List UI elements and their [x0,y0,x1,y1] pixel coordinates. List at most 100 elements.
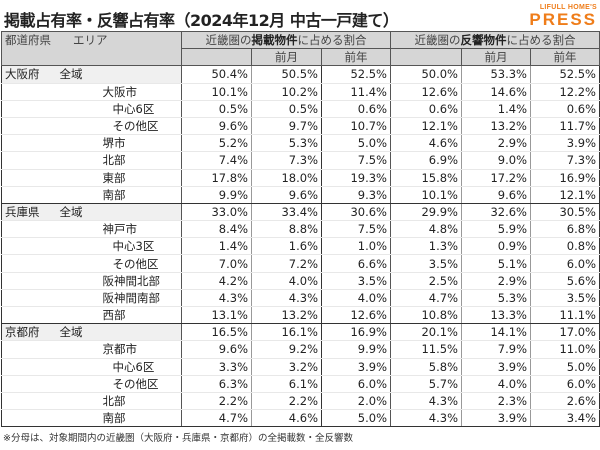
area-cell: 阪神間北部 [59,272,182,290]
value-cell: 5.8% [390,358,462,376]
pref-cell [1,237,60,256]
value-cell: 50.4% [181,65,252,84]
value-cell: 2.0% [321,392,391,411]
table-row: 北部 2.2% 2.2% 2.0% 4.3% 2.3% 2.6% [1,392,600,411]
value-cell: 6.6% [321,254,391,273]
footnote: ※分母は、対象期間内の近畿圏（大阪府・兵庫県・京都府）の全掲載数・全反響数 [3,433,353,444]
value-cell: 4.0% [461,375,531,393]
pref-cell [1,83,60,101]
value-cell: 10.8% [390,306,462,325]
value-cell: 1.6% [251,237,322,256]
value-cell: 4.7% [181,409,252,428]
value-cell: 1.0% [321,237,391,256]
value-cell: 11.5% [390,340,462,359]
pref-cell [1,358,60,376]
value-cell: 9.9% [181,186,252,204]
value-cell: 14.1% [461,323,531,342]
value-cell: 13.3% [461,306,531,325]
area-cell: その他区 [59,117,182,136]
header-pref-area: 都道府県 エリア [1,30,182,49]
value-cell: 3.9% [461,358,531,376]
area-cell: 全域 [59,323,182,342]
value-cell: 12.1% [390,117,462,136]
area-cell: 阪神間南部 [59,289,182,308]
pref-cell [1,254,60,273]
value-cell: 3.5% [390,254,462,273]
value-cell: 30.5% [530,202,600,222]
value-cell: 3.2% [251,358,322,376]
value-cell: 11.7% [530,117,600,136]
table-row: その他区 6.3% 6.1% 6.0% 5.7% 4.0% 6.0% [1,375,600,393]
table-row: 中心6区 3.3% 3.2% 3.9% 5.8% 3.9% 5.0% [1,358,600,376]
pref-cell [1,289,60,308]
pref-cell: 大阪府 [1,65,60,84]
value-cell: 13.2% [251,306,322,325]
value-cell: 2.2% [181,392,252,411]
value-cell: 16.5% [181,323,252,342]
value-cell: 7.3% [530,151,600,170]
value-cell: 5.3% [251,134,322,153]
value-cell: 17.2% [461,169,531,187]
value-cell: 5.7% [390,375,462,393]
table-row: 西部 13.1% 13.2% 12.6% 10.8% 13.3% 11.1% [1,306,600,325]
value-cell: 8.8% [251,220,322,239]
value-cell: 9.3% [321,186,391,204]
table-row: 中心6区 0.5% 0.5% 0.6% 0.6% 1.4% 0.6% [1,100,600,118]
value-cell: 6.8% [530,220,600,239]
pref-cell [1,151,60,170]
value-cell: 4.2% [181,272,252,290]
value-cell: 0.5% [251,100,322,118]
value-cell: 5.0% [530,358,600,376]
value-cell: 17.0% [530,323,600,342]
value-cell: 0.5% [181,100,252,118]
value-cell: 4.6% [390,134,462,153]
value-cell: 2.9% [461,272,531,290]
value-cell: 50.0% [390,65,462,84]
value-cell: 0.6% [321,100,391,118]
value-cell: 6.0% [530,375,600,393]
value-cell: 4.3% [390,409,462,428]
table-row: 大阪市 10.1% 10.2% 11.4% 12.6% 14.6% 12.2% [1,83,600,101]
value-cell: 5.1% [461,254,531,273]
value-cell: 7.5% [321,151,391,170]
value-cell: 11.0% [530,340,600,359]
table-row: その他区 9.6% 9.7% 10.7% 12.1% 13.2% 11.7% [1,117,600,136]
value-cell: 8.4% [181,220,252,239]
value-cell: 5.3% [461,289,531,308]
pref-cell [1,272,60,290]
table-row: 堺市 5.2% 5.3% 5.0% 4.6% 2.9% 3.9% [1,134,600,153]
value-cell: 9.6% [181,117,252,136]
value-cell: 52.5% [321,65,391,84]
table-row: 大阪府 全域 50.4% 50.5% 52.5% 50.0% 53.3% 52.5% [1,65,600,84]
value-cell: 2.5% [390,272,462,290]
pref-cell: 兵庫県 [1,202,60,222]
pref-cell [1,340,60,359]
value-cell: 5.6% [530,272,600,290]
table-row: 南部 9.9% 9.6% 9.3% 10.1% 9.6% 12.1% [1,186,600,204]
pref-cell [1,100,60,118]
pref-cell [1,169,60,187]
value-cell: 13.2% [461,117,531,136]
area-cell: 京都市 [59,340,182,359]
value-cell: 4.8% [390,220,462,239]
value-cell: 15.8% [390,169,462,187]
header-prev-year: 前年 [530,48,600,67]
pref-cell [1,186,60,204]
area-cell: 神戸市 [59,220,182,239]
header-prev-month: 前月 [251,48,322,67]
value-cell: 33.0% [181,202,252,222]
share-table: 都道府県 エリア 近畿圏の掲載物件に占める割合 近畿圏の反響物件に占める割合 前月… [1,30,600,428]
value-cell: 3.5% [530,289,600,308]
value-cell: 32.6% [461,202,531,222]
value-cell: 12.1% [530,186,600,204]
value-cell: 7.5% [321,220,391,239]
value-cell: 0.6% [390,100,462,118]
value-cell: 5.0% [321,134,391,153]
table-row: その他区 7.0% 7.2% 6.6% 3.5% 5.1% 6.0% [1,254,600,273]
value-cell: 19.3% [321,169,391,187]
area-cell: 西部 [59,306,182,325]
pref-cell [1,409,60,428]
value-cell: 13.1% [181,306,252,325]
value-cell: 11.4% [321,83,391,101]
value-cell: 18.0% [251,169,322,187]
